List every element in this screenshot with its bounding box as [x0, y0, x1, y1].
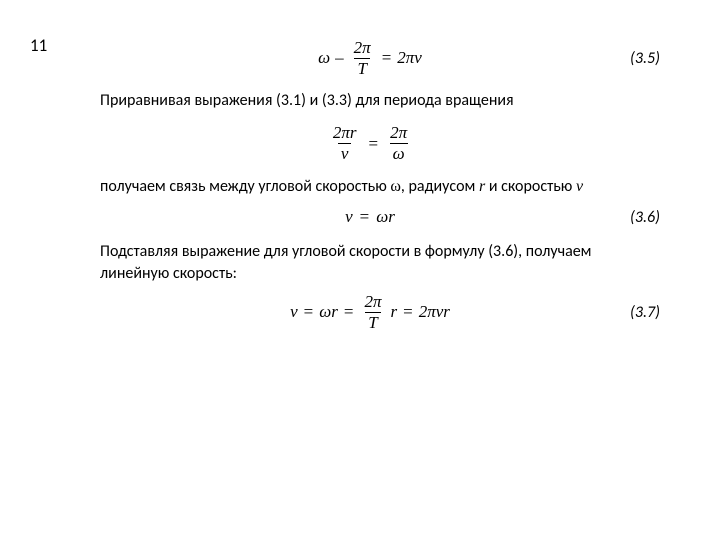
equation-3-5-label: (3.5) [630, 49, 660, 68]
eqmid-frac-right: 2π ω [387, 124, 410, 163]
eq37-p1: ν [290, 302, 298, 322]
eq37-p2: = [304, 302, 314, 322]
equation-3-6-label: (3.6) [630, 208, 660, 227]
para2-c: и скоростью [485, 177, 576, 196]
eq36-lhs: ν [345, 207, 353, 227]
equation-3-7-row: ν = ωr = 2π T r = 2πνr (3.7) [100, 290, 640, 334]
equation-3-6: ν = ωr [345, 207, 395, 227]
equation-3-5: ω – 2π T = 2πν [318, 39, 422, 78]
eq37-frac: 2π T [361, 293, 384, 332]
page-number: 11 [30, 35, 47, 56]
equation-3-5-row: ω – 2π T = 2πν (3.5) [100, 36, 640, 80]
eq37-p4: = [344, 302, 354, 322]
eqmid-num-r: 2π [387, 124, 410, 143]
eq37-p6: = [403, 302, 413, 322]
para2-a: получаем связь между угловой скоростью [100, 177, 390, 196]
eq35-frac: 2π T [351, 39, 374, 78]
para2-omega: ω [390, 178, 401, 195]
eq35-den: T [354, 58, 369, 78]
para2-b: , радиусом [401, 177, 479, 196]
eqmid-den-l: ν [338, 143, 352, 163]
content-area: ω – 2π T = 2πν (3.5) Приравнивая выражен… [100, 36, 640, 334]
paragraph-1: Приравнивая выражения (3.1) и (3.3) для … [100, 90, 640, 112]
eq37-den: T [365, 312, 380, 332]
eq35-eq: = [382, 48, 392, 68]
eq36-rhs: ωr [376, 207, 395, 227]
eqmid-eq: = [369, 134, 379, 154]
eqmid-den-r: ω [390, 143, 408, 163]
paragraph-2: получаем связь между угловой скоростью ω… [100, 176, 640, 198]
eqmid-frac-left: 2πr ν [330, 124, 360, 163]
eq36-eq: = [360, 207, 370, 227]
equation-3-7-label: (3.7) [630, 303, 660, 322]
paragraph-3: Подставляя выражение для угловой скорост… [100, 241, 640, 284]
eq35-rhs: 2πν [397, 48, 422, 68]
equation-3-6-row: ν = ωr (3.6) [100, 203, 640, 231]
equation-mid: 2πr ν = 2π ω [328, 124, 412, 163]
eq37-num: 2π [361, 293, 384, 312]
equation-mid-row: 2πr ν = 2π ω [100, 122, 640, 166]
eq37-p5: r [390, 302, 397, 322]
eq37-p3: ωr [319, 302, 338, 322]
eqmid-num-l: 2πr [330, 124, 360, 143]
eq35-minus: – [335, 48, 344, 68]
equation-3-7: ν = ωr = 2π T r = 2πνr [290, 293, 450, 332]
eq37-p7: 2πνr [419, 302, 450, 322]
eq35-num: 2π [351, 39, 374, 58]
eq35-omega: ω [318, 48, 330, 68]
para2-v: v [576, 178, 583, 195]
